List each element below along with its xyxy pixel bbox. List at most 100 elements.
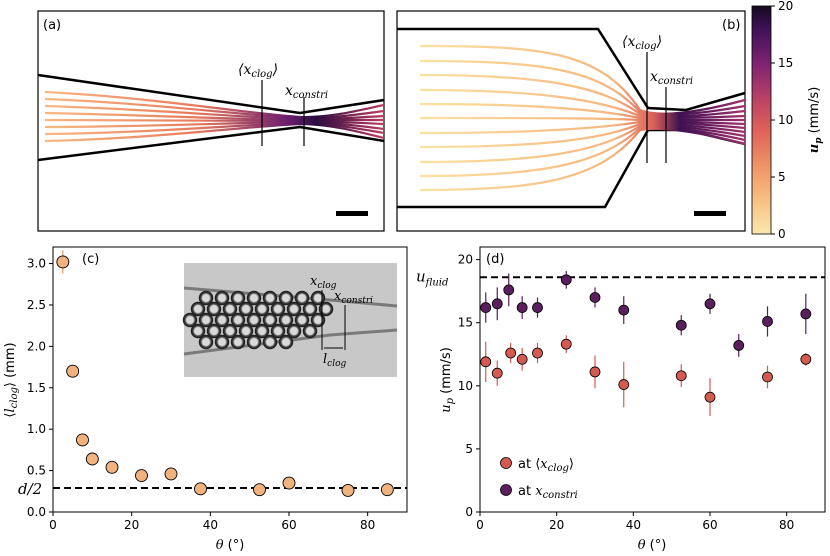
inset-bead <box>270 323 286 339</box>
legend-marker-constri <box>500 484 512 496</box>
panel-d-axes <box>479 246 826 513</box>
panel-c-xlabel: θ (°) <box>216 538 245 553</box>
inset-bead <box>230 290 246 306</box>
data-point-series-1 <box>733 340 745 351</box>
panel-c-ytick-label: 0.5 <box>27 464 46 478</box>
panel-a-label: (a) <box>43 18 61 33</box>
inset-bead <box>214 312 230 328</box>
panel-d-xtick-label: 20 <box>549 518 564 532</box>
inset-label-lclog: lclog <box>323 352 347 369</box>
data-point-series-0 <box>704 391 716 403</box>
inset-wall-top <box>183 286 398 308</box>
inset-bead <box>182 312 198 328</box>
inset-bead <box>262 290 278 306</box>
data-point <box>76 433 89 447</box>
panel-b-label: (b) <box>722 18 740 33</box>
panel-d-ytick-label: 20 <box>458 253 473 267</box>
inset-bead <box>214 290 230 306</box>
data-point-series-1 <box>589 292 601 303</box>
streamlines-b <box>419 44 746 192</box>
panel-c-reference-label: d/2 <box>18 480 42 498</box>
inset-bead <box>230 334 246 350</box>
inset-bead <box>198 334 214 350</box>
panel-a: (a) ⟨xclog⟩ xconstri <box>37 10 385 232</box>
data-point-series-0 <box>618 379 630 390</box>
inset-bead <box>246 290 262 306</box>
panel-c-xtick-label: 40 <box>203 518 218 532</box>
colorbar-ticks: 0 5 10 15 20 <box>771 0 793 241</box>
colorbar-label: up (mm/s) <box>807 87 824 154</box>
streamlines-a <box>44 90 385 143</box>
panel-c-points <box>56 250 394 497</box>
data-point-series-0 <box>800 353 812 365</box>
panel-c-label: (c) <box>82 252 99 267</box>
inset-bead <box>278 334 294 350</box>
panel-d-points <box>480 270 812 417</box>
panel-c-ytick-label: 0.0 <box>27 505 46 519</box>
panel-c-ytick-label: 2.0 <box>27 339 46 353</box>
inset-bead <box>254 301 270 317</box>
channel-bottom-wall <box>37 125 385 162</box>
data-point-series-1 <box>762 316 773 327</box>
data-point-series-0 <box>480 356 492 368</box>
colorbar: 0 5 10 15 20 up (mm/s) <box>751 0 824 241</box>
data-point-series-1 <box>675 319 687 331</box>
inset-bead <box>190 323 206 339</box>
data-point-series-0 <box>491 367 503 379</box>
inset-bead <box>198 290 214 306</box>
panel-d: (d) 0 20 40 60 80 0 5 10 15 20 θ (°) up (mm/s) uf… <box>416 246 826 553</box>
panel-d-ticks: 0 20 40 60 80 0 5 10 15 20 <box>458 253 795 532</box>
inset-bead <box>302 323 318 339</box>
inset-bead <box>246 334 262 350</box>
inset-label-xclog: xclog <box>310 274 337 291</box>
panel-d-ytick-label: 0 <box>465 505 473 519</box>
colorbar-tick-label: 20 <box>778 0 793 13</box>
inset-bead <box>214 334 230 350</box>
colorbar-tick-label: 10 <box>778 113 793 127</box>
legend-label-constri: at xconstri <box>518 484 578 501</box>
data-point <box>341 484 355 497</box>
scale-bar-b <box>694 211 726 216</box>
inset-bead <box>230 312 246 328</box>
data-point <box>85 452 99 466</box>
panel-c-ticks: 0 20 40 60 80 0.0 0.5 1.0 1.5 2.0 2.5 3.0 <box>27 257 375 532</box>
data-point-series-1 <box>503 284 515 296</box>
data-point-series-0 <box>560 338 572 350</box>
data-point-series-0 <box>505 347 517 359</box>
inset-bead <box>302 301 318 317</box>
inset-bead <box>262 312 278 328</box>
inset-bead <box>246 312 262 328</box>
panel-c: (c) 0 20 40 60 80 0.0 0.5 1.0 1.5 2.0 2.5 3.0 θ (°)… <box>3 246 408 553</box>
inset-bead <box>286 323 302 339</box>
panel-d-xlabel: θ (°) <box>638 538 667 553</box>
inset-bead <box>238 323 254 339</box>
inset-bead <box>310 290 326 306</box>
data-point <box>66 364 80 378</box>
inset-bead <box>262 334 278 350</box>
inset-micrograph: xclog xconstri lclog <box>182 263 398 377</box>
data-point-series-1 <box>704 298 716 310</box>
data-point <box>253 483 266 497</box>
inset-bead <box>198 312 214 328</box>
inset-beads <box>182 290 334 350</box>
inset-bead <box>318 301 334 317</box>
inset-bead <box>270 301 286 317</box>
panel-d-xtick-label: 0 <box>476 518 484 532</box>
panel-d-ytick-label: 10 <box>458 379 473 393</box>
panel-d-legend: at ⟨xclog⟩ at xconstri <box>500 457 578 501</box>
inset-label-xconstri: xconstri <box>334 289 373 306</box>
data-point <box>380 483 394 497</box>
panel-c-ytick-label: 1.5 <box>27 381 46 395</box>
panel-d-ytick-label: 5 <box>465 442 473 456</box>
panel-d-ytick-label: 15 <box>458 316 473 330</box>
data-point <box>164 467 178 481</box>
data-point-series-0 <box>675 370 687 382</box>
inset-bead <box>254 323 270 339</box>
inset-bead <box>206 301 222 317</box>
data-point-series-1 <box>491 298 503 310</box>
channel-top-wall <box>37 73 385 115</box>
panel-b: (b) ⟨xclog⟩ xconstri <box>396 10 746 232</box>
colorbar-gradient <box>751 5 772 235</box>
panel-c-ytick-label: 3.0 <box>27 257 46 271</box>
data-point-series-0 <box>589 366 601 378</box>
